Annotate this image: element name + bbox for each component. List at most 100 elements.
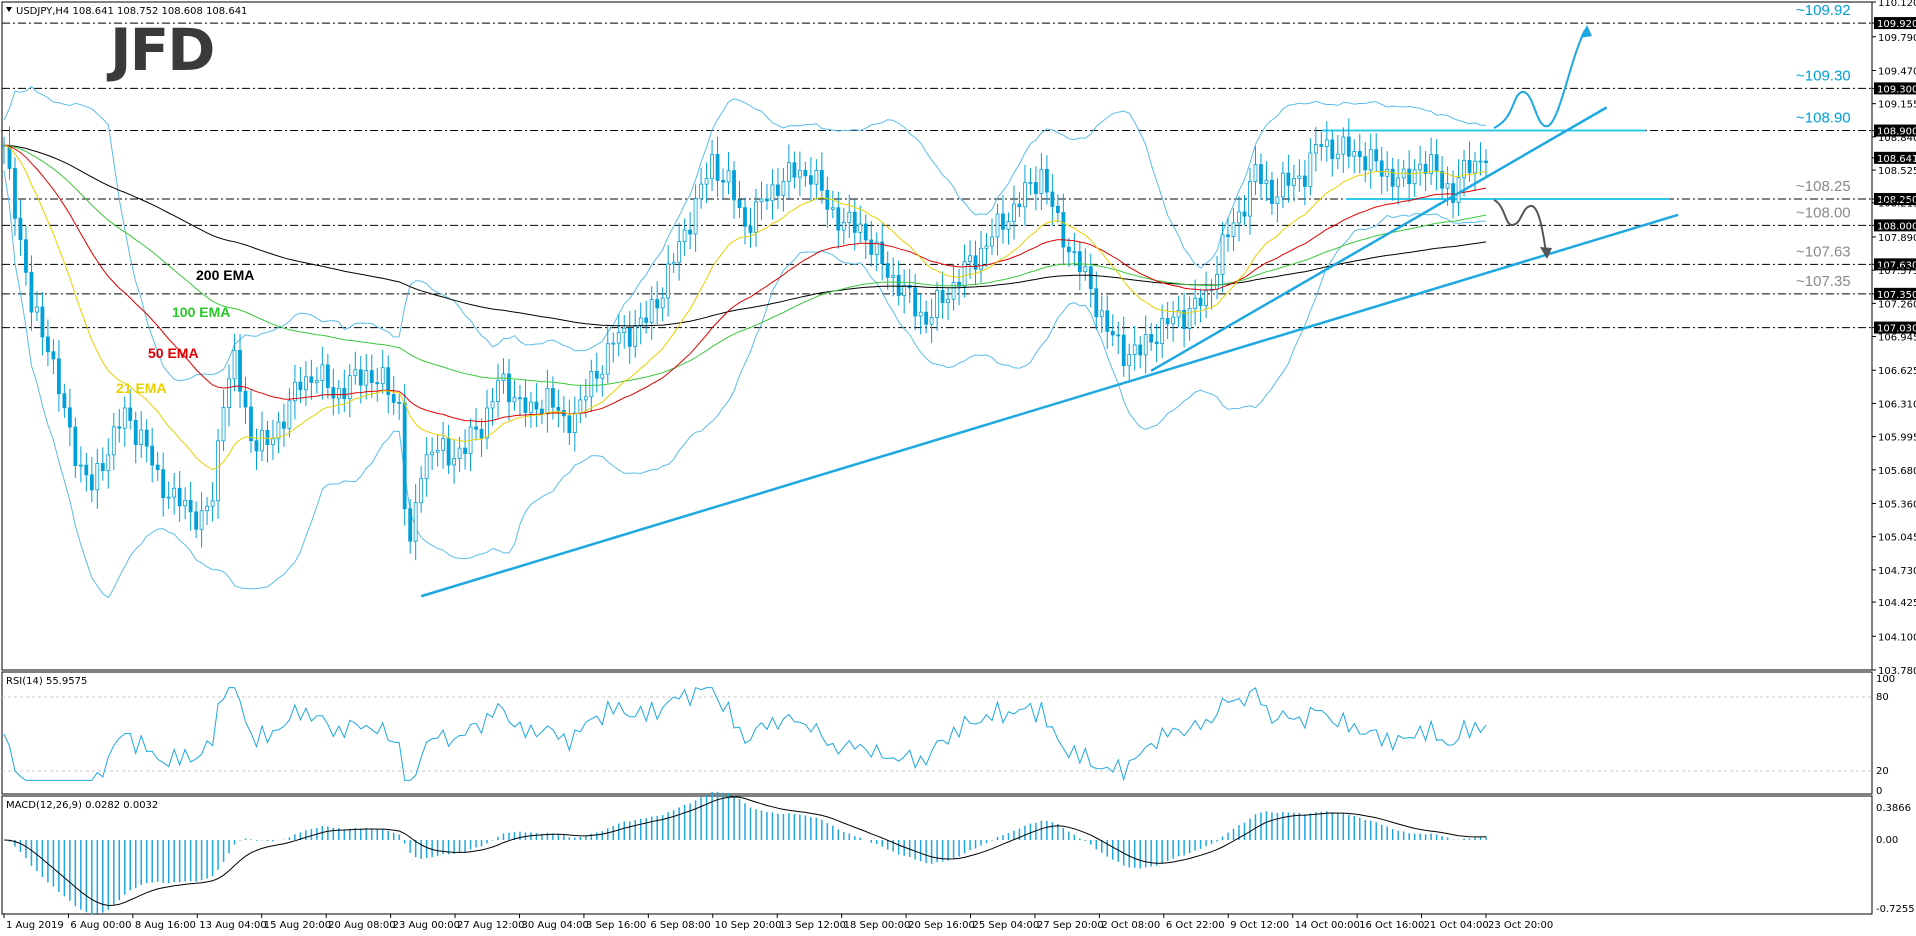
candle-body — [951, 281, 956, 300]
candle-body — [155, 464, 160, 471]
y-tick-label: 108.525 — [1878, 166, 1916, 177]
candle-body — [249, 406, 253, 442]
price-box-label: 109.920 — [1877, 19, 1916, 30]
macd-label: MACD(12,26,9) 0.0282 0.0032 — [6, 800, 158, 811]
candle-body — [13, 168, 17, 219]
panel-collapse-icon[interactable] — [6, 7, 12, 12]
y-tick-label: 105.680 — [1878, 466, 1916, 477]
bearish-arrow-head — [1540, 247, 1552, 259]
candle-body — [891, 274, 896, 278]
candle-body — [1242, 211, 1247, 217]
logo-text: JFD — [106, 16, 213, 84]
level-label: ~108.90 — [1796, 110, 1851, 127]
candle-body — [1484, 160, 1488, 163]
price-box-label: 108.250 — [1877, 195, 1916, 206]
candle-body — [1308, 152, 1313, 187]
x-tick-label: 6 Oct 22:00 — [1166, 920, 1225, 931]
candle-body — [1083, 266, 1088, 273]
candle-body — [161, 469, 166, 499]
candle-body — [276, 421, 281, 440]
candle-body — [803, 169, 808, 177]
candle-body — [117, 426, 122, 429]
candle-body — [1286, 172, 1291, 186]
candle-body — [238, 349, 242, 392]
candle-body — [298, 381, 303, 391]
candle-body — [737, 199, 742, 209]
candle-body — [1467, 160, 1472, 174]
candle-body — [770, 184, 775, 202]
y-tick-label: 109.155 — [1878, 100, 1916, 111]
price-box — [1874, 82, 1916, 95]
candle-body — [1445, 183, 1450, 189]
candle-body — [1335, 153, 1340, 160]
x-tick-label: 18 Sep 00:00 — [844, 920, 911, 931]
candle-body — [1171, 316, 1176, 325]
y-tick-label: 105.995 — [1878, 433, 1916, 444]
ema200-line — [3, 144, 1487, 327]
candle-body — [995, 213, 1000, 238]
rsi-line — [3, 686, 1487, 782]
candle-body — [1368, 149, 1373, 171]
level-label: ~108.00 — [1796, 204, 1851, 221]
candle-body — [534, 401, 539, 410]
candle-body — [1165, 318, 1170, 325]
candle-body — [622, 327, 627, 333]
candle-body — [1001, 213, 1005, 230]
ema50-label: 50 EMA — [148, 345, 199, 361]
y-tick-label: 106.625 — [1878, 366, 1916, 377]
x-tick-label: 27 Sep 20:00 — [1037, 920, 1104, 931]
candle-body — [325, 364, 330, 388]
price-axis: 110.120 109.920 109.790 109.470 109.300 109.1… — [1872, 0, 1916, 677]
symbol-info: USDJPY,H4 108.641 108.752 108.608 108.64… — [16, 6, 247, 17]
candle-body — [364, 370, 369, 386]
ema100-line — [3, 144, 1487, 387]
candle-body — [1187, 308, 1192, 329]
candle-body — [40, 306, 45, 338]
candle-body — [1237, 211, 1241, 224]
x-tick-label: 23 Aug 00:00 — [393, 920, 460, 931]
candle-body — [232, 349, 237, 380]
price-box-label: 109.300 — [1877, 84, 1916, 95]
candle-body — [24, 239, 28, 273]
macd-scale-low: -0.7255 — [1876, 904, 1915, 915]
candle-body — [430, 451, 435, 456]
candle-body — [1138, 344, 1143, 356]
candle-body — [929, 317, 934, 325]
candle-body — [841, 222, 846, 231]
candle-body — [1176, 310, 1181, 318]
candle-body — [1412, 169, 1417, 185]
level-label: ~107.35 — [1796, 273, 1851, 290]
bollinger-lower — [3, 170, 1487, 599]
price-box — [1874, 17, 1916, 30]
candle-body — [183, 499, 188, 507]
candle-body — [836, 207, 841, 231]
candle-body — [869, 239, 874, 255]
candle-body — [550, 388, 555, 408]
candle-body — [808, 175, 813, 185]
candle-body — [293, 381, 297, 402]
macd-panel: MACD(12,26,9) 0.0282 0.0032 0.3866 0.00 … — [3, 791, 1915, 915]
candle-body — [874, 241, 879, 255]
candle-body — [408, 508, 413, 542]
candle-body — [962, 261, 967, 287]
candle-body — [100, 463, 105, 471]
macd-scale-zero: 0.00 — [1876, 835, 1898, 846]
candle-body — [957, 281, 961, 287]
rsi-scale-80: 80 — [1876, 692, 1889, 703]
candle-body — [1313, 144, 1318, 154]
price-box — [1874, 124, 1916, 137]
candle-body — [1220, 234, 1225, 275]
candle-body — [754, 201, 758, 233]
candle-body — [852, 211, 857, 233]
candle-body — [1105, 310, 1110, 332]
candle-body — [128, 407, 133, 421]
candle-body — [1281, 172, 1285, 198]
candle-body — [1385, 168, 1390, 177]
candle-body — [199, 510, 204, 530]
candle-body — [885, 263, 890, 278]
candle-body — [1259, 164, 1263, 184]
bollinger-bands — [3, 85, 1487, 599]
candle-body — [1231, 222, 1236, 237]
candle-body — [424, 454, 429, 480]
